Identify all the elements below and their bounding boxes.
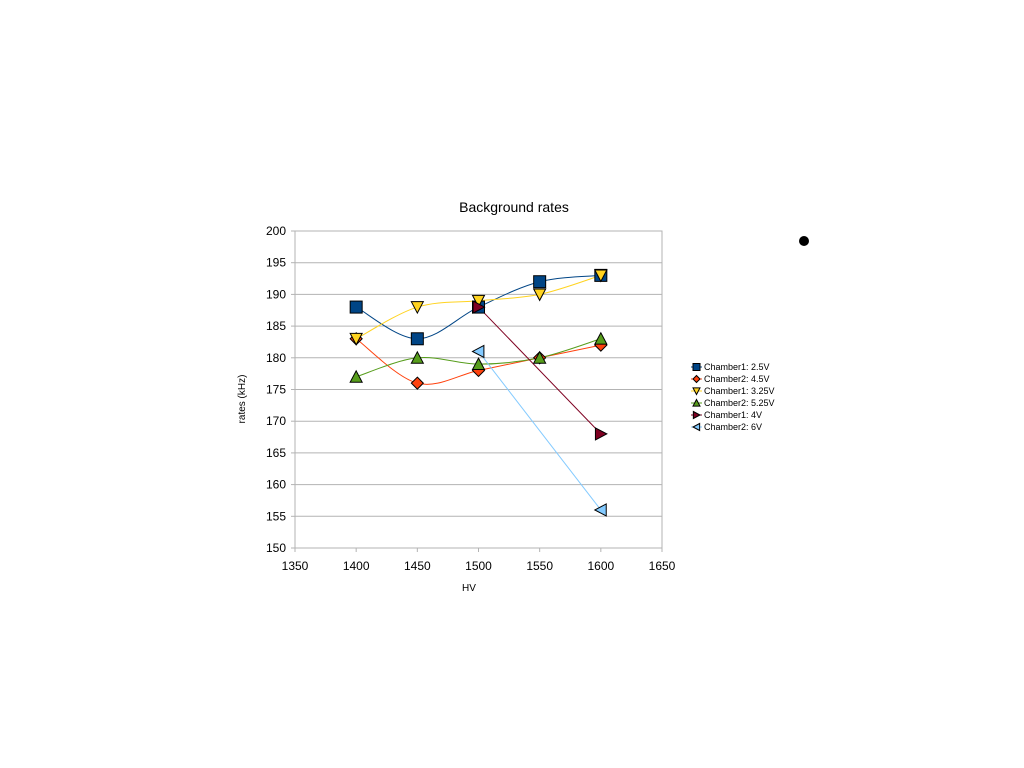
data-point: [594, 331, 608, 345]
data-point: [349, 369, 363, 383]
data-point: [471, 357, 486, 371]
data-point: [471, 294, 486, 308]
y-tick-label: 200: [266, 224, 286, 238]
series-line: [478, 306, 602, 435]
legend-symbol: [692, 387, 701, 396]
y-tick-label: 175: [266, 383, 286, 397]
legend-label: Chamber1: 2.5V: [704, 362, 770, 372]
y-tick-label: 155: [266, 509, 286, 523]
data-point: [349, 300, 363, 314]
y-tick-label: 195: [266, 256, 286, 270]
data-point: [410, 376, 425, 390]
tick-labels: 150 155 160 165 170 175 180 185 190 195 200 1350 140…: [266, 224, 676, 573]
y-tick-label: 185: [266, 319, 286, 333]
data-point: [594, 269, 608, 283]
series-markers: [349, 268, 608, 517]
data-point: [533, 275, 547, 289]
legend-symbol: [692, 374, 701, 384]
legend-symbol: [692, 398, 701, 407]
black-dot-marker: [799, 236, 809, 246]
legend-label: Chamber1: 4V: [704, 410, 762, 420]
legend-symbol: [691, 422, 701, 432]
y-tick-label: 160: [266, 478, 286, 492]
axes: [291, 230, 663, 552]
data-point: [410, 301, 425, 315]
x-axis-title: HV: [462, 583, 476, 594]
chart-title: Background rates: [459, 199, 569, 215]
data-point: [471, 344, 485, 359]
legend: Chamber1: 2.5V Chamber2: 4.5V Chamber1: 3.…: [691, 362, 775, 432]
plot-frame: [294, 230, 663, 549]
x-tick-label: 1450: [404, 559, 431, 573]
legend-label: Chamber2: 6V: [704, 422, 762, 432]
data-point: [593, 503, 607, 517]
y-tick-label: 180: [266, 351, 286, 365]
y-tick-label: 190: [266, 287, 286, 301]
data-point: [472, 300, 486, 314]
data-point: [532, 350, 547, 364]
series-line: [478, 351, 602, 511]
x-tick-label: 1600: [587, 559, 614, 573]
y-tick-label: 165: [266, 446, 286, 460]
x-tick-label: 1550: [526, 559, 553, 573]
legend-symbol: [692, 410, 702, 420]
legend-label: Chamber1: 3.25V: [704, 386, 775, 396]
y-tick-label: 150: [266, 541, 286, 555]
x-tick-label: 1650: [649, 559, 676, 573]
legend-symbol: [692, 363, 701, 371]
data-point: [410, 332, 424, 346]
data-point: [532, 288, 547, 302]
x-tick-label: 1350: [282, 559, 309, 573]
x-tick-label: 1500: [465, 559, 492, 573]
data-point: [349, 332, 363, 346]
legend-label: Chamber2: 4.5V: [704, 374, 770, 384]
data-point: [410, 350, 425, 364]
data-point: [594, 427, 608, 441]
y-tick-label: 170: [266, 414, 286, 428]
y-axis-title: rates (kHz): [237, 375, 248, 424]
x-tick-label: 1400: [343, 559, 370, 573]
legend-label: Chamber2: 5.25V: [704, 398, 775, 408]
